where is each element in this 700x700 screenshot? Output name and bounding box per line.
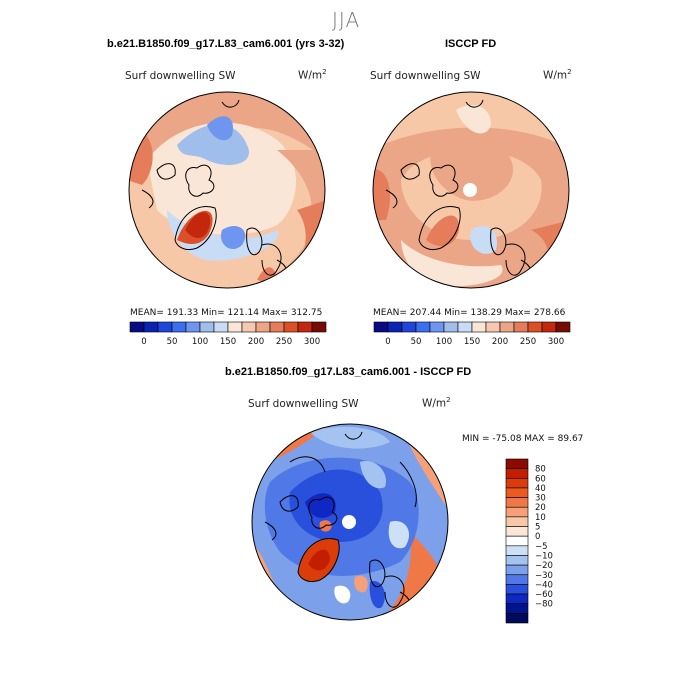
model-variable-label: Surf downwelling SW bbox=[125, 70, 236, 82]
colorbar-swatch bbox=[505, 545, 529, 556]
colorbar-swatch bbox=[541, 321, 557, 333]
colorbar-swatch bbox=[213, 321, 229, 333]
colorbar-swatch bbox=[505, 584, 529, 595]
colorbar-swatch bbox=[471, 321, 487, 333]
colorbar-swatch bbox=[443, 321, 459, 333]
colorbar-swatch bbox=[499, 321, 515, 333]
colorbar-tick-label: 50 bbox=[411, 337, 422, 346]
colorbar-swatch bbox=[505, 535, 529, 547]
obs-variable-label: Surf downwelling SW bbox=[370, 70, 481, 82]
colorbar-tick-label: 60 bbox=[535, 474, 546, 484]
colorbar-swatch bbox=[373, 321, 389, 333]
colorbar-swatch bbox=[297, 321, 313, 333]
obs-polar-map bbox=[372, 91, 570, 289]
colorbar-swatch bbox=[505, 574, 529, 585]
colorbar-swatch bbox=[241, 321, 257, 333]
colorbar-swatch bbox=[283, 321, 299, 333]
colorbar-swatch bbox=[429, 321, 445, 333]
colorbar-swatch bbox=[555, 321, 571, 333]
obs-units-label: W/m2 bbox=[543, 68, 572, 82]
colorbar-swatch bbox=[505, 468, 529, 479]
diff-panel-title: b.e21.B1850.f09_g17.L83_cam6.001 - ISCCP… bbox=[225, 366, 472, 378]
diff-units-label: W/m2 bbox=[422, 396, 451, 410]
colorbar-swatch bbox=[255, 321, 271, 333]
colorbar-tick-label: 250 bbox=[520, 337, 536, 346]
obs-panel-title: ISCCP FD bbox=[445, 38, 497, 50]
colorbar-swatch bbox=[505, 477, 529, 489]
colorbar-tick-label: 50 bbox=[167, 337, 178, 346]
colorbar-swatch bbox=[505, 487, 529, 498]
colorbar-tick-label: 150 bbox=[464, 337, 480, 346]
colorbar-tick-label: 200 bbox=[248, 337, 264, 346]
diff-stats: MIN = -75.08 MAX = 89.67 bbox=[462, 434, 584, 444]
colorbar-tick-label: 300 bbox=[548, 337, 564, 346]
colorbar-swatch bbox=[401, 321, 417, 333]
model-polar-map bbox=[128, 91, 326, 289]
colorbar-swatch bbox=[143, 321, 159, 333]
colorbar-tick-label: 40 bbox=[535, 484, 546, 494]
colorbar-swatch bbox=[505, 526, 529, 537]
colorbar-tick-label: −30 bbox=[535, 571, 553, 581]
colorbar-tick-label: 100 bbox=[436, 337, 452, 346]
colorbar-tick-label: 0 bbox=[385, 337, 390, 346]
colorbar-swatch bbox=[311, 321, 327, 333]
colorbar-swatch bbox=[415, 321, 431, 333]
model-colorbar: 050100150200250300350 bbox=[129, 321, 327, 346]
colorbar-tick-label: −80 bbox=[535, 600, 553, 610]
colorbar-tick-label: 30 bbox=[535, 494, 546, 504]
model-stats: MEAN= 191.33 Min= 121.14 Max= 312.75 bbox=[130, 308, 323, 318]
colorbar-tick-label: −5 bbox=[535, 542, 548, 552]
model-units-label: W/m2 bbox=[298, 68, 327, 82]
colorbar-swatch bbox=[157, 321, 173, 333]
colorbar-tick-label: 0 bbox=[141, 337, 146, 346]
colorbar-tick-label: 10 bbox=[535, 513, 546, 523]
colorbar-tick-label: 250 bbox=[276, 337, 292, 346]
colorbar-swatch bbox=[185, 321, 201, 333]
colorbar-swatch bbox=[505, 603, 529, 614]
colorbar-swatch bbox=[505, 516, 529, 527]
colorbar-swatch bbox=[227, 321, 243, 333]
colorbar-swatch bbox=[513, 321, 529, 333]
colorbar-swatch bbox=[505, 555, 529, 566]
colorbar-tick-label: 5 bbox=[535, 523, 540, 533]
colorbar-tick-label: −60 bbox=[535, 590, 553, 600]
colorbar-tick-label: 100 bbox=[192, 337, 208, 346]
colorbar-tick-label: 20 bbox=[535, 503, 546, 513]
colorbar-swatch bbox=[129, 321, 145, 333]
colorbar-tick-label: −10 bbox=[535, 551, 553, 561]
model-panel-title: b.e21.B1850.f09_g17.L83_cam6.001 (yrs 3-… bbox=[107, 38, 345, 50]
colorbar-swatch bbox=[527, 321, 543, 333]
colorbar-swatch bbox=[505, 613, 529, 624]
diff-polar-map bbox=[251, 423, 449, 621]
season-title: JJA bbox=[332, 8, 361, 32]
obs-stats: MEAN= 207.44 Min= 138.29 Max= 278.66 bbox=[373, 308, 566, 318]
colorbar-swatch bbox=[485, 321, 501, 333]
colorbar-swatch bbox=[505, 506, 529, 518]
colorbar-swatch bbox=[199, 321, 215, 333]
colorbar-swatch bbox=[505, 458, 529, 469]
colorbar-swatch bbox=[387, 321, 403, 333]
colorbar-swatch bbox=[171, 321, 187, 333]
colorbar-tick-label: −20 bbox=[535, 561, 553, 571]
colorbar-swatch bbox=[457, 321, 473, 333]
colorbar-tick-label: 0 bbox=[535, 532, 540, 542]
colorbar-tick-label: −40 bbox=[535, 580, 553, 590]
colorbar-tick-label: 300 bbox=[304, 337, 320, 346]
colorbar-tick-label: 150 bbox=[220, 337, 236, 346]
obs-colorbar: 050100150200250300350 bbox=[373, 321, 571, 346]
colorbar-tick-label: 80 bbox=[535, 465, 546, 475]
colorbar-tick-label: 200 bbox=[492, 337, 508, 346]
colorbar-swatch bbox=[269, 321, 285, 333]
diff-variable-label: Surf downwelling SW bbox=[248, 398, 359, 410]
colorbar-swatch bbox=[505, 497, 529, 508]
colorbar-swatch bbox=[505, 564, 529, 576]
colorbar-swatch bbox=[505, 593, 529, 605]
